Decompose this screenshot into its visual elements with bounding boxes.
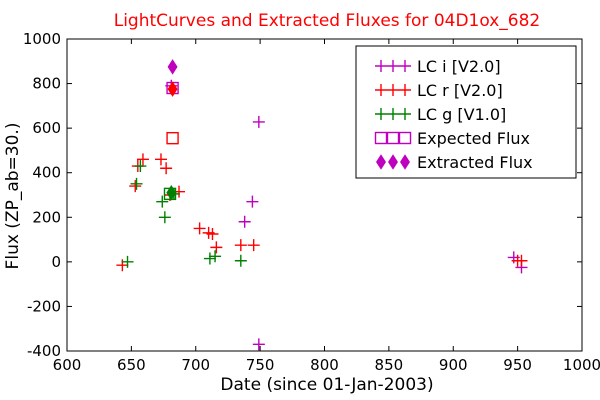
data-point-plus — [129, 180, 142, 193]
y-tick-label: 200 — [32, 208, 61, 226]
data-point-plus — [234, 254, 247, 267]
x-tick-label: 700 — [181, 356, 210, 374]
legend-label: LC g [V1.0] — [417, 105, 506, 124]
data-point-plus — [130, 177, 143, 190]
legend-marker-square — [386, 131, 400, 145]
legend-label: Extracted Flux — [417, 153, 533, 172]
data-point-plus — [203, 252, 216, 265]
legend-marker-plus — [387, 108, 399, 120]
data-point-plus — [246, 195, 259, 208]
legend-marker-plus — [399, 84, 411, 96]
data-point-plus — [156, 195, 169, 208]
x-axis-label: Date (since 01-Jan-2003) — [220, 375, 433, 395]
y-tick-label: -400 — [27, 342, 61, 360]
data-point-plus — [247, 239, 260, 252]
data-point-plus — [121, 255, 134, 268]
data-point-plus — [252, 115, 265, 128]
legend-marker-plus — [375, 60, 387, 72]
series-diamond — [166, 59, 178, 201]
legend-marker-diamond — [388, 154, 398, 170]
x-tick-label: 650 — [117, 356, 146, 374]
legend-marker-plus — [375, 108, 387, 120]
y-tick-label: 1000 — [23, 30, 61, 48]
legend-marker-plus — [399, 108, 411, 120]
y-tick-label: 600 — [32, 119, 61, 137]
x-tick-label: 850 — [375, 356, 404, 374]
data-point-plus — [193, 222, 206, 235]
y-tick-label: 0 — [51, 253, 61, 271]
data-point-plus — [515, 254, 528, 267]
data-point-plus — [206, 228, 219, 240]
legend-label: LC i [V2.0] — [417, 57, 501, 76]
data-point-plus — [158, 211, 171, 224]
legend-marker-plus — [387, 60, 399, 72]
x-tick-label: 1000 — [563, 356, 600, 374]
data-point-square — [166, 131, 179, 145]
x-tick-label: 800 — [310, 356, 339, 374]
legend: LC i [V2.0] LC r [V2.0] LC g [V1.0] Expecte… — [355, 45, 577, 179]
axis-ticks: 600 650 700 750 800 850 900 950 1000 -400 -200 0 200… — [23, 30, 600, 374]
data-point-plus — [134, 160, 147, 173]
data-point-plus — [160, 162, 173, 175]
x-tick-label: 600 — [53, 356, 82, 374]
data-point-plus — [210, 241, 223, 254]
y-axis-label: Flux (ZP_ab=30.) — [3, 123, 23, 270]
x-tick-label: 950 — [503, 356, 532, 374]
data-point-plus — [136, 153, 149, 166]
data-point-plus — [238, 215, 251, 228]
legend-marker-square — [374, 131, 388, 145]
y-tick-label: -200 — [27, 297, 61, 315]
legend-marker-diamond — [376, 154, 386, 170]
data-point-plus — [154, 153, 167, 166]
legend-marker-plus — [399, 60, 411, 72]
data-point-diamond — [166, 185, 177, 201]
data-point-plus — [234, 239, 247, 252]
data-point-diamond — [167, 81, 178, 97]
legend-marker-square — [398, 131, 412, 145]
y-tick-label: 400 — [32, 164, 61, 182]
data-point-diamond — [167, 59, 178, 75]
y-tick-label: 800 — [32, 75, 61, 93]
x-tick-label: 900 — [439, 356, 468, 374]
chart-title: LightCurves and Extracted Fluxes for 04D… — [114, 11, 541, 31]
legend-marker-plus — [387, 84, 399, 96]
data-marks — [116, 59, 528, 351]
data-point-plus — [209, 250, 222, 263]
data-point-plus — [252, 338, 265, 351]
x-tick-label: 750 — [246, 356, 275, 374]
legend-marker-plus — [375, 84, 387, 96]
legend-marker-diamond — [400, 154, 410, 170]
legend-label: Expected Flux — [417, 129, 530, 148]
legend-label: LC r [V2.0] — [417, 81, 503, 100]
